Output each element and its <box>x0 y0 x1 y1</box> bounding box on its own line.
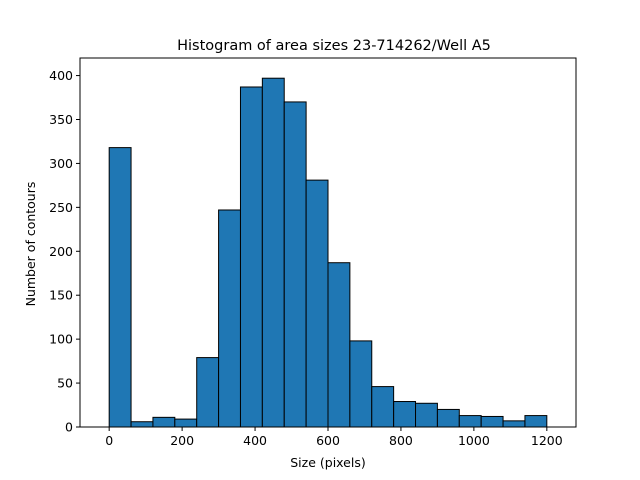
y-tick-label-0: 0 <box>65 420 73 435</box>
histogram-bar-9 <box>305 179 329 428</box>
histogram-bar-16 <box>458 415 482 428</box>
x-tick-label-5: 1000 <box>458 433 490 448</box>
histogram-bar-3 <box>174 418 198 428</box>
x-tick-label-2: 400 <box>243 433 267 448</box>
histogram-bar-17 <box>480 415 504 428</box>
y-tick-label-5: 250 <box>49 200 73 215</box>
x-tick-label-0: 0 <box>105 433 113 448</box>
y-tick-label-1: 50 <box>57 376 73 391</box>
x-tick-label-6: 1200 <box>531 433 563 448</box>
chart-title: Histogram of area sizes 23-714262/Well A… <box>177 38 491 54</box>
histogram-bar-13 <box>393 401 417 428</box>
x-tick-label-3: 600 <box>316 433 340 448</box>
x-tick-label-1: 200 <box>170 433 194 448</box>
histogram-bar-15 <box>436 408 460 428</box>
y-tick-label-6: 300 <box>49 156 73 171</box>
histogram-bar-7 <box>261 77 285 428</box>
x-axis-ticks: 0 200 400 600 800 1000 1200 <box>105 427 563 448</box>
histogram-bar-2 <box>152 416 176 428</box>
histogram-bar-14 <box>415 402 438 428</box>
histogram-bar-6 <box>239 86 263 428</box>
y-tick-label-3: 150 <box>49 288 73 303</box>
histogram-bar-18 <box>502 420 526 428</box>
histogram-bar-10 <box>327 262 351 428</box>
histogram-bar-4 <box>196 357 220 428</box>
histogram-bar-12 <box>371 386 395 428</box>
x-tick-label-4: 800 <box>389 433 413 448</box>
y-tick-label-7: 350 <box>49 112 73 127</box>
y-tick-label-8: 400 <box>49 68 73 83</box>
x-axis-label: Size (pixels) <box>290 455 365 470</box>
histogram-bar-1 <box>130 421 154 428</box>
y-axis-ticks: 0 50 100 150 200 250 300 350 400 <box>49 68 80 435</box>
y-tick-label-4: 200 <box>49 244 73 259</box>
histogram-bar-8 <box>283 101 307 428</box>
histogram-bar-0 <box>108 147 132 428</box>
axes-frame <box>79 57 577 428</box>
histogram-bar-5 <box>218 209 241 428</box>
y-tick-label-2: 100 <box>49 332 73 347</box>
y-axis-label: Number of contours <box>23 182 38 307</box>
histogram-bar-11 <box>349 340 373 428</box>
histogram-bar-19 <box>524 415 548 428</box>
